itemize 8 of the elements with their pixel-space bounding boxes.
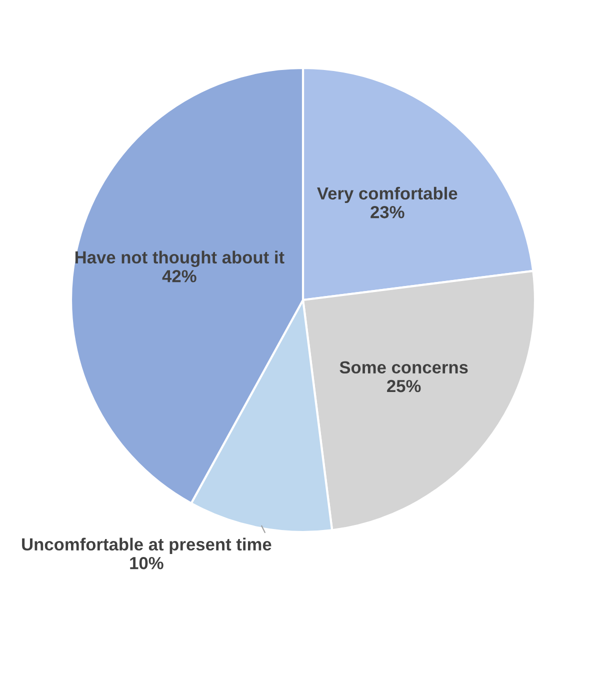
slice-label: Some concerns bbox=[340, 361, 468, 374]
data-label: 42% bbox=[162, 270, 196, 282]
slice-label: Have not thought about it bbox=[75, 250, 284, 268]
slice-label: Very comfortable bbox=[317, 186, 458, 204]
slice-label: Uncomfortable at present time bbox=[22, 538, 272, 554]
data-label: 10% bbox=[130, 556, 164, 570]
data-label: 23% bbox=[370, 206, 404, 218]
data-label: 25% bbox=[387, 380, 421, 392]
